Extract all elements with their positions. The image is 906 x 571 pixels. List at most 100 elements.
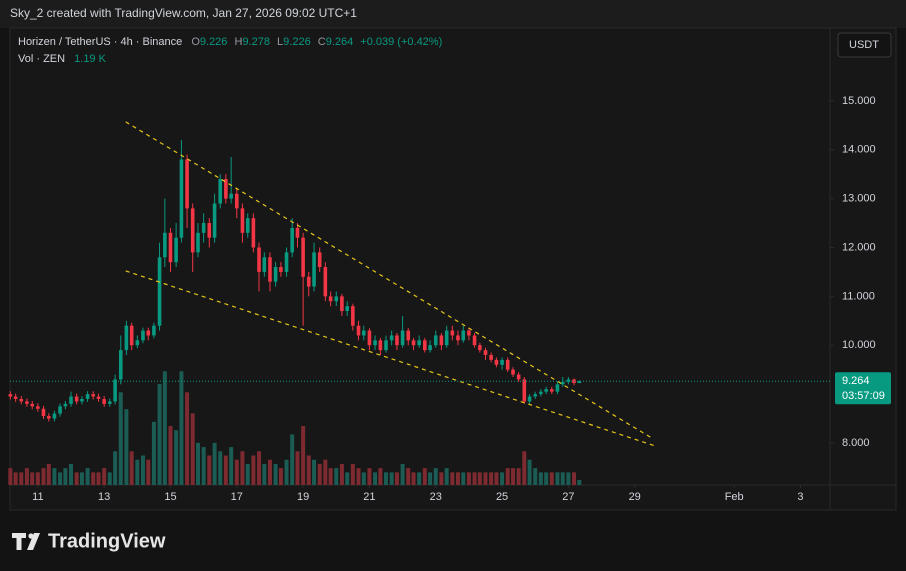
x-tick-label: 23 [430,491,442,503]
candle-body [456,335,460,341]
candle-body [544,389,548,392]
candle-body [483,350,488,355]
volume-bar [356,468,361,485]
volume-bar [196,442,201,485]
volume-bar [461,472,466,485]
volume-bar [411,472,416,485]
x-tick-label: Feb [725,491,744,503]
candle-body [516,374,521,380]
volume-bar [394,472,399,485]
volume-bar [378,468,383,485]
volume-bar [85,468,90,485]
volume-bar [19,472,24,485]
volume-bar [511,468,516,485]
l-letter: L [277,36,283,48]
candle-body [450,330,455,336]
candle-body [36,406,40,409]
legend-header: Horizen / TetherUS · 4h · Binance O9.226… [18,36,442,48]
volume-bar [251,455,256,485]
volume-bar [63,468,68,485]
volume-bar [240,451,245,485]
trendline [125,121,653,439]
x-tick-label: 11 [32,491,43,503]
candle-body [461,330,466,341]
volume-bar [229,447,234,485]
y-tick-label: 14.000 [842,144,876,156]
c-value: 9.264 [326,36,354,48]
volume-bar [146,459,151,485]
candle-body [395,335,399,346]
logo-slash [27,533,40,550]
y-tick-label: 15.000 [842,95,876,107]
candle-body [163,232,167,258]
volume-bar [41,468,46,485]
candle-body [351,306,355,326]
candle-body [13,396,18,399]
x-tick-label: 15 [164,491,176,503]
candle-body [196,232,200,253]
volume-bar [317,463,322,485]
volume-bar [577,479,582,485]
candle-body [279,267,283,272]
l-value: 9.226 [283,36,311,48]
x-tick-label: 17 [231,491,243,503]
candle-body [80,398,84,402]
volume-bar [290,434,295,485]
volume-bar [124,409,129,485]
x-tick-label: 13 [98,491,110,503]
x-tick-label: 19 [297,491,309,503]
volume-bar [96,472,101,485]
volume-bar [323,459,328,485]
logo-mark [12,533,26,550]
candle-body [46,416,51,419]
candle-body [135,340,140,346]
candle-body [555,384,560,392]
candle-body [268,257,272,282]
brand: TradingView [48,530,166,552]
candle-body [141,330,145,341]
candle-body [356,325,361,336]
candle-body [224,179,228,199]
y-tick-label: 8.000 [842,437,870,449]
candle-body [511,369,515,375]
candle-body [190,208,195,253]
candle-body [146,330,151,336]
volume-bar [489,472,494,485]
candle-body [361,330,366,336]
volume-bar [544,472,549,485]
volume-bar [312,459,317,485]
candle-body [96,396,101,399]
y-tick-label: 12.000 [842,241,876,253]
volume-bar [257,451,262,485]
watermark: Sky_2 created with TradingView.com, Jan … [10,6,357,20]
candle-body [367,330,372,346]
volume-bar [162,371,167,485]
volume-bar [74,472,79,485]
candle-body [328,296,333,302]
candle-body [505,359,510,370]
candle-body [207,223,212,238]
candle-body [423,340,427,351]
volume-bar [444,468,449,485]
volume-bar [505,468,510,485]
candle-body [378,340,383,351]
candle-body [550,389,554,392]
volume-bar [406,468,411,485]
candle-body [467,330,471,336]
currency-button[interactable] [837,32,892,58]
volume-bar [428,472,433,485]
volume-bar [555,472,560,485]
candle-body [229,193,233,199]
volume-bar [13,472,18,485]
candle-body [129,325,134,346]
candle-body [560,381,565,385]
candle-body [284,252,289,272]
h-letter: H [234,36,242,48]
volume-bar [433,468,438,485]
volume-bar [455,472,460,485]
volume-bar [560,472,565,485]
volume-value: 1.19 K [74,53,106,65]
candle-body [533,394,538,397]
volume-bar [549,472,554,485]
currency-label: USDT [849,39,879,51]
